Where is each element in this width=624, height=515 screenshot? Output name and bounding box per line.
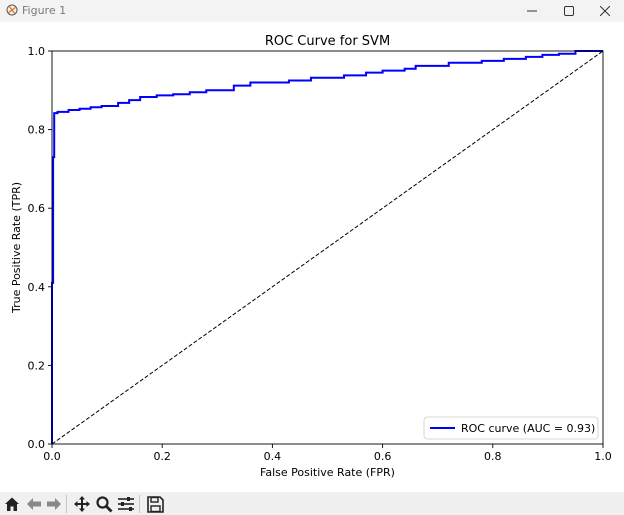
toolbar-separator [66, 495, 67, 513]
x-axis-label: False Positive Rate (FPR) [260, 466, 395, 479]
roc-curve-line [51, 50, 603, 444]
save-icon [146, 495, 164, 513]
toolbar-separator [139, 495, 140, 513]
maximize-button[interactable] [553, 0, 585, 22]
chance-diagonal-line [51, 50, 604, 445]
x-tick-label: 0.6 [374, 450, 392, 463]
save-button[interactable] [146, 495, 164, 513]
title-bar[interactable]: Figure 1 [0, 0, 624, 22]
back-button[interactable] [25, 495, 43, 513]
matplotlib-icon [6, 4, 18, 16]
home-icon [5, 497, 19, 511]
x-tick-label: 0.8 [484, 450, 502, 463]
configure-subplots-icon [118, 497, 134, 511]
back-arrow-icon [27, 498, 41, 510]
configure-subplots-button[interactable] [117, 495, 135, 513]
roc-chart: 0.0 0.2 0.4 0.6 0.8 1.0 0.0 0.2 0.4 0.6 0.8 1.0 RO… [10, 34, 612, 479]
chart-title: ROC Curve for SVM [265, 34, 390, 49]
zoom-icon [96, 496, 113, 513]
series-layer [51, 50, 604, 445]
legend-label-roc: ROC curve (AUC = 0.93) [461, 422, 595, 435]
forward-arrow-icon [47, 498, 61, 510]
y-tick-label: 0.6 [28, 202, 46, 215]
close-icon [600, 6, 610, 16]
pan-icon [74, 496, 90, 512]
y-axis: 0.0 0.2 0.4 0.6 0.8 1.0 [28, 45, 52, 451]
y-tick-label: 0.8 [28, 124, 46, 137]
pan-button[interactable] [73, 495, 91, 513]
y-axis-label: True Positive Rate (TPR) [10, 182, 23, 314]
plot-frame [51, 50, 604, 445]
x-axis: 0.0 0.2 0.4 0.6 0.8 1.0 [43, 444, 612, 463]
x-tick-label: 0.2 [153, 450, 171, 463]
x-tick-label: 0.0 [43, 450, 61, 463]
forward-button[interactable] [45, 495, 63, 513]
figure-canvas: 0.0 0.2 0.4 0.6 0.8 1.0 0.0 0.2 0.4 0.6 0.8 1.0 RO… [0, 22, 624, 492]
zoom-button[interactable] [95, 495, 113, 513]
home-button[interactable] [3, 495, 21, 513]
y-tick-label: 0.2 [28, 359, 46, 372]
minimize-button[interactable] [516, 0, 548, 22]
y-tick-label: 0.4 [28, 281, 46, 294]
x-tick-label: 1.0 [594, 450, 612, 463]
navigation-toolbar [0, 492, 624, 515]
close-button[interactable] [589, 0, 621, 22]
maximize-icon [564, 6, 574, 16]
legend: ROC curve (AUC = 0.93) [423, 416, 599, 440]
y-tick-label: 0.0 [28, 438, 46, 451]
x-tick-label: 0.4 [264, 450, 282, 463]
minimize-icon [527, 10, 537, 12]
window-title: Figure 1 [22, 4, 67, 17]
legend-box [423, 416, 599, 440]
y-tick-label: 1.0 [28, 45, 46, 58]
